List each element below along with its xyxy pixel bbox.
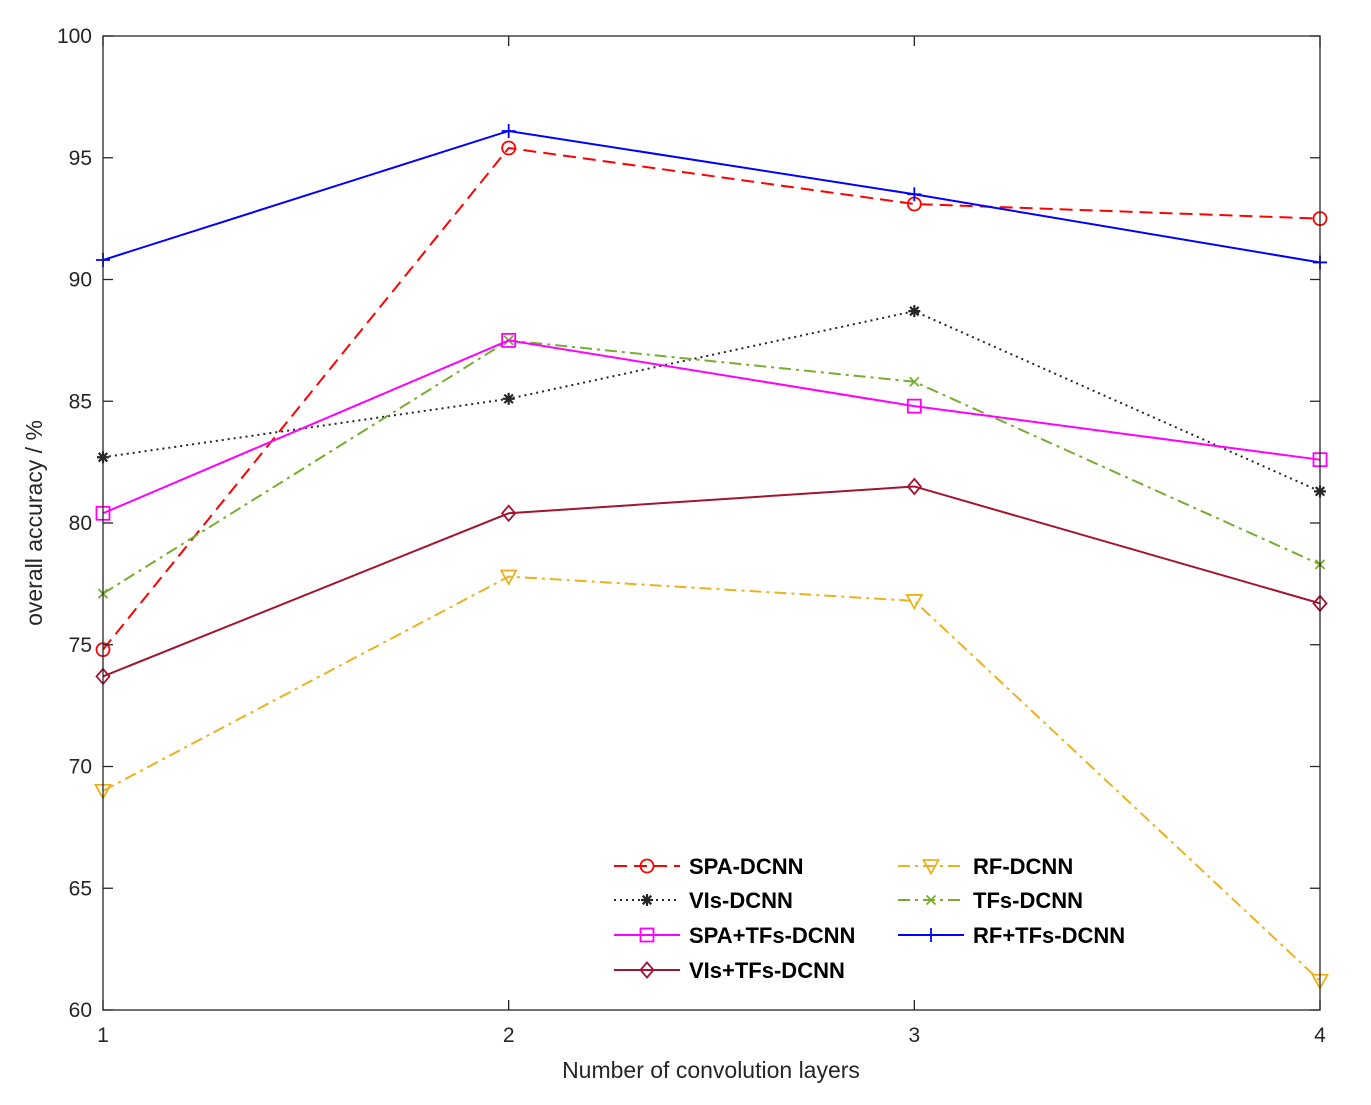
x-tick-label: 3 xyxy=(908,1024,920,1047)
legend-label: VIs-DCNN xyxy=(689,888,793,913)
x-tick-label: 2 xyxy=(503,1024,515,1047)
x-axis-label: Number of convolution layers xyxy=(562,1057,860,1083)
data-point-spa-tfs-dcnn xyxy=(906,398,922,414)
data-point-tfs-dcnn xyxy=(909,376,920,387)
data-point-spa-tfs-dcnn xyxy=(501,332,517,348)
y-tick-label: 70 xyxy=(69,756,92,779)
y-tick-label: 100 xyxy=(57,25,92,48)
data-point-rf-dcnn xyxy=(905,594,924,611)
data-point-vis-dcnn xyxy=(502,392,515,405)
legend-item-spa-dcnn: SPA-DCNN xyxy=(614,854,803,879)
series-line-rf-dcnn xyxy=(102,575,1321,982)
data-point-vis-dcnn xyxy=(908,305,921,318)
legend-marker xyxy=(639,961,655,979)
series-line-rf-tfs-dcnn xyxy=(102,129,1321,264)
data-point-rf-dcnn xyxy=(499,569,518,586)
data-point-spa-dcnn xyxy=(501,140,517,156)
data-point-vis-tfs-dcnn xyxy=(500,504,517,523)
x-tick-label: 4 xyxy=(1314,1024,1326,1047)
series-line-tfs-dcnn xyxy=(102,339,1321,595)
legend-marker xyxy=(924,928,938,942)
plot-area xyxy=(103,36,1320,1010)
y-tick-label: 80 xyxy=(69,512,92,535)
data-point-vis-tfs-dcnn xyxy=(906,477,923,496)
legend-label: VIs+TFs-DCNN xyxy=(689,958,845,983)
legend-item-vis-tfs-dcnn: VIs+TFs-DCNN xyxy=(614,958,845,983)
legend-label: TFs-DCNN xyxy=(973,888,1083,913)
y-tick-label: 95 xyxy=(69,147,92,170)
legend: SPA-DCNN RF-DCNN VIs-DCNN TFs-DCNN SPA+TFs-D… xyxy=(614,854,1125,983)
legend-item-vis-dcnn: VIs-DCNN xyxy=(614,888,793,913)
series-layer xyxy=(93,123,1330,991)
y-tick-label: 85 xyxy=(69,390,92,413)
data-point-rf-tfs-dcnn xyxy=(501,123,516,138)
legend-item-spa-tfs-dcnn: SPA+TFs-DCNN xyxy=(614,923,855,948)
legend-marker xyxy=(925,894,937,906)
series-line-vis-dcnn xyxy=(102,310,1321,493)
legend-item-rf-dcnn: RF-DCNN xyxy=(898,854,1073,879)
legend-marker xyxy=(921,859,941,876)
y-axis-label: overall accuracy / % xyxy=(21,420,47,626)
legend-marker xyxy=(641,894,653,906)
legend-marker xyxy=(639,858,655,874)
series-line-vis-tfs-dcnn xyxy=(102,485,1321,678)
series-line-spa-tfs-dcnn xyxy=(102,339,1321,515)
y-tick-label: 90 xyxy=(69,269,92,292)
series-rf-tfs-dcnn xyxy=(96,123,1327,270)
legend-label: SPA+TFs-DCNN xyxy=(689,923,855,948)
legend-label: RF-DCNN xyxy=(973,854,1073,879)
legend-label: SPA-DCNN xyxy=(689,854,803,879)
x-tick-label: 1 xyxy=(97,1024,109,1047)
y-tick-label: 65 xyxy=(69,877,92,900)
legend-item-rf-tfs-dcnn: RF+TFs-DCNN xyxy=(898,923,1125,948)
legend-label: RF+TFs-DCNN xyxy=(973,923,1125,948)
legend-marker xyxy=(639,927,655,943)
legend-item-tfs-dcnn: TFs-DCNN xyxy=(898,888,1083,913)
data-point-rf-tfs-dcnn xyxy=(907,187,922,202)
y-tick-label: 60 xyxy=(69,999,92,1022)
axis-ticks: 1 2 3 4 60 65 70 75 80 85 90 95 100 xyxy=(57,25,1326,1047)
series-line-spa-dcnn xyxy=(102,146,1321,651)
y-tick-label: 75 xyxy=(69,634,92,657)
